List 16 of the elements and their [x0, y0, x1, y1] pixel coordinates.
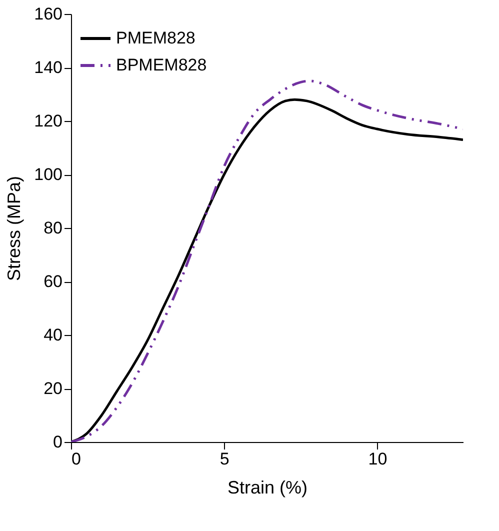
y-tick-label: 80: [44, 218, 62, 238]
x-tick-label: 0: [72, 450, 81, 468]
y-tick-label: 20: [44, 379, 62, 398]
legend-label: PMEM828: [116, 28, 196, 48]
y-tick-label: 160: [34, 4, 62, 24]
y-tick-label: 60: [44, 272, 62, 291]
y-tick-label: 100: [34, 165, 62, 184]
y-tick-label: 140: [34, 58, 62, 77]
x-tick-label: 5: [220, 450, 230, 468]
y-tick-label: 0: [53, 432, 62, 452]
x-axis-title: Strain (%): [227, 478, 308, 498]
x-tick-label: 10: [368, 450, 388, 468]
legend-label: BPMEM828: [116, 56, 207, 74]
y-tick-label: 40: [44, 326, 62, 344]
y-tick-label: 120: [34, 112, 62, 130]
y-axis-title: Stress (MPa): [4, 176, 24, 282]
